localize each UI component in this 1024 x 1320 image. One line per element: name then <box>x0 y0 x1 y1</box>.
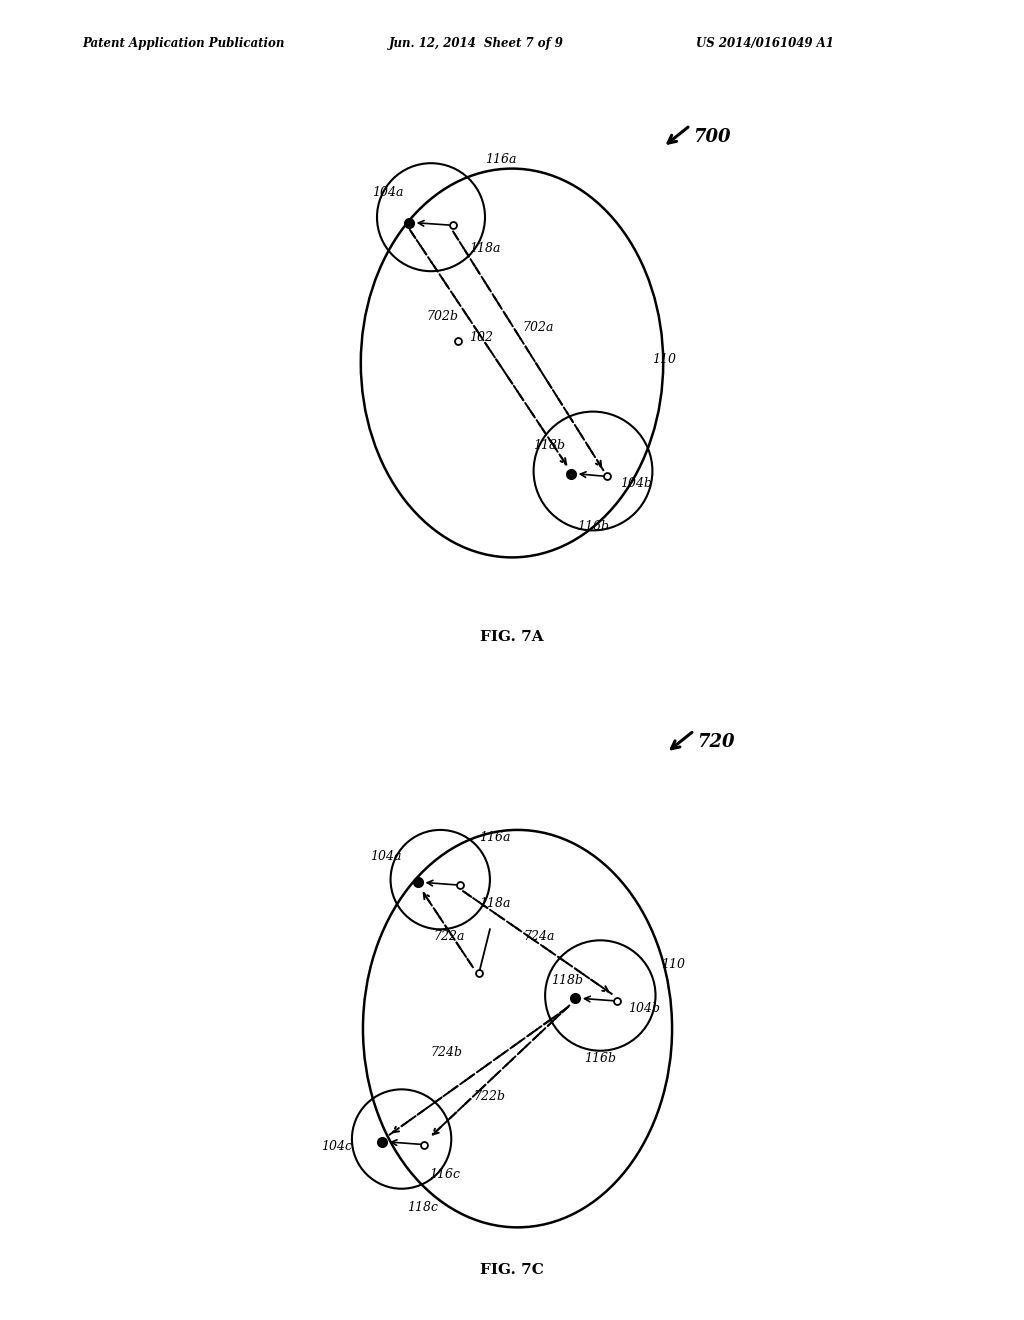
Text: 724b: 724b <box>430 1047 462 1059</box>
Text: 116a: 116a <box>485 153 516 166</box>
Text: 104c: 104c <box>321 1140 352 1154</box>
Text: 700: 700 <box>693 128 730 147</box>
Text: 724a: 724a <box>523 931 555 944</box>
Text: 116b: 116b <box>584 1052 615 1065</box>
Text: 104a: 104a <box>373 186 404 198</box>
Text: 116b: 116b <box>577 520 609 533</box>
Text: 722b: 722b <box>473 1090 506 1104</box>
Text: 118b: 118b <box>534 440 565 453</box>
Text: 110: 110 <box>652 352 677 366</box>
Text: 702b: 702b <box>426 310 458 323</box>
Text: 118a: 118a <box>479 898 510 911</box>
Text: 102: 102 <box>469 331 493 345</box>
Text: 722a: 722a <box>433 931 465 944</box>
Text: 104b: 104b <box>628 1002 659 1015</box>
Text: 104b: 104b <box>620 478 652 490</box>
Text: Patent Application Publication: Patent Application Publication <box>82 37 285 50</box>
Text: 104a: 104a <box>370 850 401 863</box>
Text: 118c: 118c <box>408 1201 438 1214</box>
Text: 116c: 116c <box>429 1168 460 1180</box>
Text: Jun. 12, 2014  Sheet 7 of 9: Jun. 12, 2014 Sheet 7 of 9 <box>389 37 564 50</box>
Text: 110: 110 <box>662 958 685 972</box>
Text: 702a: 702a <box>523 321 554 334</box>
Text: FIG. 7A: FIG. 7A <box>480 630 544 644</box>
Text: 118a: 118a <box>469 243 501 255</box>
Text: US 2014/0161049 A1: US 2014/0161049 A1 <box>696 37 835 50</box>
Text: FIG. 7C: FIG. 7C <box>480 1263 544 1276</box>
Text: 116a: 116a <box>479 832 510 843</box>
Text: 720: 720 <box>697 734 734 751</box>
Text: 118b: 118b <box>551 974 583 987</box>
